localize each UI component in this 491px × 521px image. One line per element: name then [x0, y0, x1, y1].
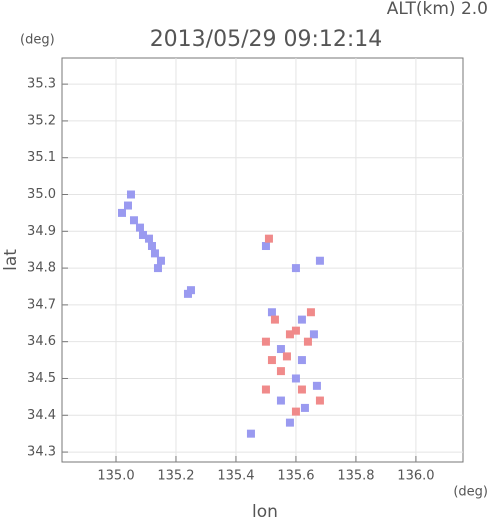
x-tick-label: 136.0 — [397, 469, 434, 484]
radar-cell — [117, 208, 126, 217]
radar-cell — [315, 256, 324, 265]
x-axis-label: lon — [252, 502, 278, 521]
radar-cell — [303, 337, 312, 346]
y-tick-label: 34.3 — [27, 445, 56, 460]
radar-cell — [186, 286, 195, 295]
radar-cell — [285, 418, 294, 427]
radar-cell — [306, 308, 315, 317]
radar-cell — [261, 337, 270, 346]
y-tick-label: 35.1 — [27, 150, 56, 165]
y-tick-label: 34.4 — [27, 408, 56, 423]
radar-cell — [276, 367, 285, 376]
radar-cell — [261, 385, 270, 394]
radar-cell — [297, 356, 306, 365]
radar-cell — [267, 356, 276, 365]
radar-cell — [276, 396, 285, 405]
radar-cell — [267, 308, 276, 317]
y-tick-label: 34.7 — [27, 297, 56, 312]
radar-cell — [291, 326, 300, 335]
altitude-label: ALT(km) 2.0 — [387, 0, 488, 19]
chart-title: 2013/05/29 09:12:14 — [150, 27, 383, 52]
radar-cell — [147, 242, 156, 251]
radar-cell — [270, 315, 279, 324]
radar-cell — [126, 190, 135, 199]
y-tick-label: 35.0 — [27, 187, 56, 202]
radar-cell — [300, 403, 309, 412]
radar-cell — [261, 242, 270, 251]
y-tick-label: 34.6 — [27, 334, 56, 349]
x-tick-label: 135.6 — [277, 469, 314, 484]
plot-frame — [61, 57, 464, 463]
y-tick-label: 34.9 — [27, 224, 56, 239]
radar-cell — [123, 201, 132, 210]
y-tick-label: 35.2 — [27, 113, 56, 128]
y-axis-label: lat — [1, 249, 21, 271]
y-tick-label: 34.8 — [27, 261, 56, 276]
radar-cell — [315, 396, 324, 405]
radar-cell — [129, 216, 138, 225]
radar-cell — [309, 330, 318, 339]
radar-cell — [291, 407, 300, 416]
radar-cell — [264, 234, 273, 243]
radar-cell — [312, 381, 321, 390]
y-unit: (deg) — [20, 33, 55, 48]
radar-cell — [135, 223, 144, 232]
x-tick-label: 135.2 — [157, 469, 194, 484]
radar-cell — [291, 264, 300, 273]
radar-cell — [285, 330, 294, 339]
x-unit: (deg) — [453, 485, 488, 500]
x-tick-label: 135.4 — [217, 469, 254, 484]
radar-cell — [282, 352, 291, 361]
radar-cell — [144, 234, 153, 243]
radar-cell — [156, 256, 165, 265]
radar-cell — [297, 315, 306, 324]
radar-cell — [276, 345, 285, 354]
radar-cell — [153, 264, 162, 273]
y-tick-label: 34.5 — [27, 371, 56, 386]
radar-cell — [246, 429, 255, 438]
radar-cell — [138, 230, 147, 239]
radar-cell — [291, 374, 300, 383]
x-tick-label: 135.8 — [337, 469, 374, 484]
x-tick-label: 135.0 — [97, 469, 134, 484]
y-tick-label: 35.3 — [27, 77, 56, 92]
radar-cell — [150, 249, 159, 258]
radar-cell — [297, 385, 306, 394]
